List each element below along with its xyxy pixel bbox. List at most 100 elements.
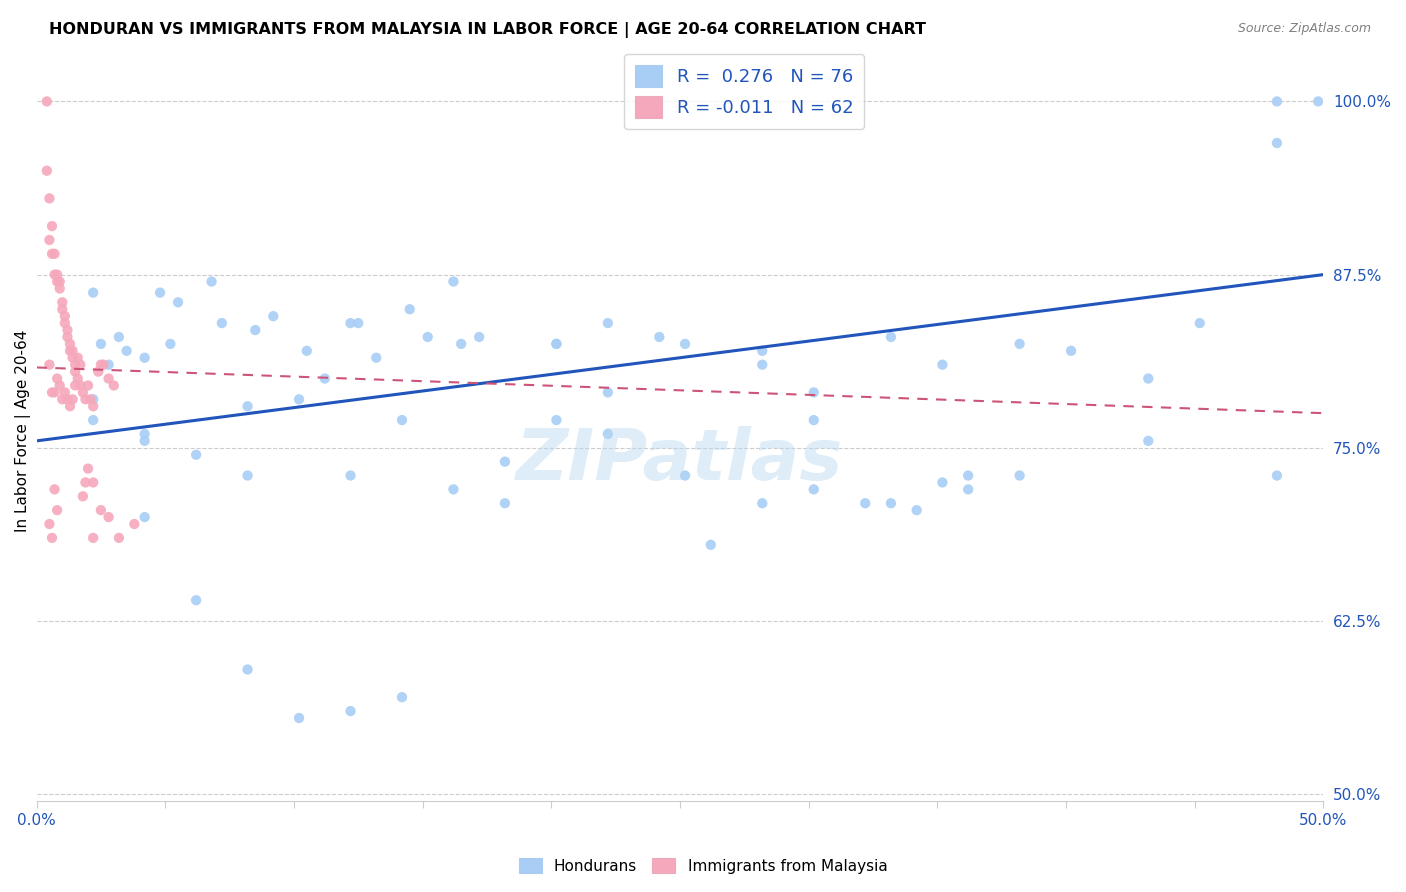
Point [1008,337,1031,351]
Point [443,483,465,497]
Point [108,531,131,545]
Point [751,496,773,510]
Point [1137,434,1160,448]
Point [596,316,619,330]
Point [75,475,97,490]
Point [82,413,104,427]
Point [82,285,104,300]
Point [90,503,112,517]
Point [853,496,876,510]
Point [673,468,696,483]
Point [673,337,696,351]
Point [1308,95,1330,109]
Point [41,531,63,545]
Point [72,489,94,503]
Point [115,343,138,358]
Point [62,343,84,358]
Point [41,219,63,233]
Point [44,483,66,497]
Point [751,343,773,358]
Point [1265,136,1288,150]
Point [648,330,671,344]
Point [82,399,104,413]
Point [48,378,70,392]
Point [236,399,259,413]
Point [63,365,86,379]
Point [596,426,619,441]
Point [53,385,76,400]
Point [546,337,568,351]
Point [97,510,120,524]
Point [1008,468,1031,483]
Point [803,483,825,497]
Point [149,285,172,300]
Point [134,426,156,441]
Point [56,392,79,407]
Point [347,316,370,330]
Point [103,378,125,392]
Legend: R =  0.276   N = 76, R = -0.011   N = 62: R = 0.276 N = 76, R = -0.011 N = 62 [624,54,865,128]
Point [38,233,60,247]
Point [44,247,66,261]
Point [38,358,60,372]
Point [79,392,101,407]
Point [236,468,259,483]
Point [97,358,120,372]
Text: ZIPatlas: ZIPatlas [516,425,844,495]
Point [66,371,89,385]
Point [41,247,63,261]
Point [751,358,773,372]
Point [416,330,439,344]
Point [262,309,284,323]
Point [90,337,112,351]
Legend: Hondurans, Immigrants from Malaysia: Hondurans, Immigrants from Malaysia [513,852,893,880]
Point [468,330,491,344]
Point [905,503,928,517]
Point [35,163,58,178]
Point [69,358,91,372]
Point [48,281,70,295]
Point [339,468,361,483]
Point [66,351,89,365]
Point [51,295,73,310]
Point [90,358,112,372]
Point [450,337,472,351]
Point [72,385,94,400]
Point [56,323,79,337]
Point [93,358,115,372]
Point [494,455,516,469]
Point [108,330,131,344]
Point [803,413,825,427]
Point [391,690,413,705]
Point [443,275,465,289]
Point [56,330,79,344]
Point [931,358,953,372]
Point [46,268,69,282]
Point [167,295,190,310]
Point [53,316,76,330]
Point [295,343,318,358]
Point [1265,95,1288,109]
Point [59,399,82,413]
Point [62,392,84,407]
Point [184,448,207,462]
Text: Source: ZipAtlas.com: Source: ZipAtlas.com [1237,22,1371,36]
Point [1137,371,1160,385]
Text: HONDURAN VS IMMIGRANTS FROM MALAYSIA IN LABOR FORCE | AGE 20-64 CORRELATION CHAR: HONDURAN VS IMMIGRANTS FROM MALAYSIA IN … [49,22,927,38]
Point [63,358,86,372]
Point [59,343,82,358]
Point [134,510,156,524]
Point [211,316,233,330]
Point [38,191,60,205]
Point [46,371,69,385]
Point [957,468,980,483]
Point [880,496,903,510]
Point [62,351,84,365]
Point [494,496,516,510]
Point [200,275,222,289]
Point [38,516,60,531]
Point [77,461,100,475]
Point [63,378,86,392]
Point [44,385,66,400]
Point [46,275,69,289]
